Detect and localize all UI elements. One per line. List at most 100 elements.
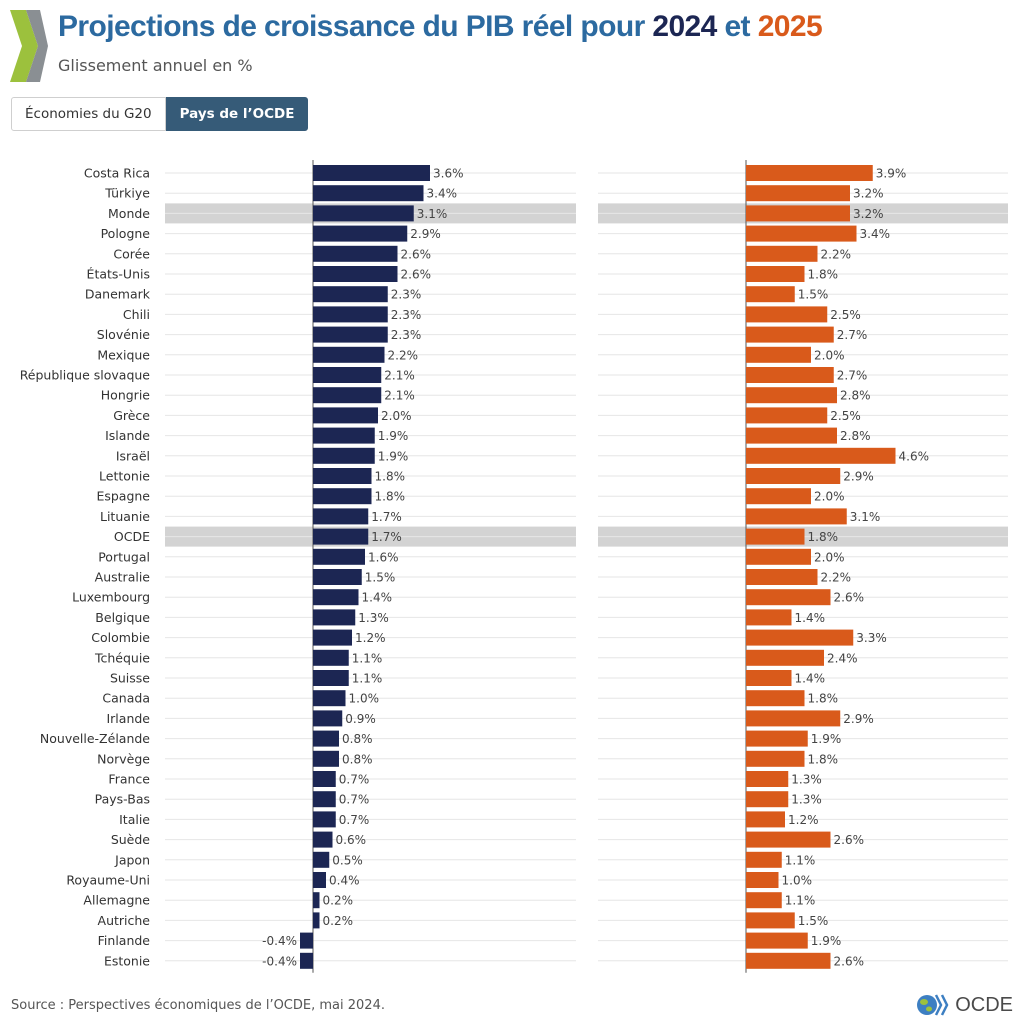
view-tabs: Économies du G20 Pays de l’OCDE [11,97,309,131]
bar-2024[interactable] [313,387,382,404]
bar-2025[interactable] [746,286,795,303]
bar-2024[interactable] [313,508,369,525]
bar-2025[interactable] [746,851,782,868]
bar-2024[interactable] [313,548,365,565]
category-label: Islande [105,428,150,443]
value-label-2024: 1.1% [352,672,383,686]
bar-2024[interactable] [313,306,388,323]
bar-2024[interactable] [313,528,369,545]
bar-2025[interactable] [746,447,896,464]
bar-2024[interactable] [313,851,330,868]
bar-2024[interactable] [313,407,378,424]
bar-2025[interactable] [746,387,837,404]
bar-2025[interactable] [746,932,808,949]
bar-2024[interactable] [313,872,326,888]
value-label-2024: 2.9% [410,227,441,241]
bar-2024[interactable] [313,771,336,787]
bar-2025[interactable] [746,629,854,646]
bar-2025[interactable] [746,872,779,888]
bar-2024[interactable] [313,710,343,727]
bar-2025[interactable] [746,710,841,727]
bar-2025[interactable] [746,245,818,262]
bar-2024[interactable] [313,165,430,181]
tab-g20-economies[interactable]: Économies du G20 [11,97,166,131]
bar-2024[interactable] [313,912,320,929]
bar-2025[interactable] [746,811,785,828]
bar-2025[interactable] [746,508,847,525]
bar-2024[interactable] [313,447,375,464]
bar-2025[interactable] [746,326,834,343]
value-label-2025: 1.4% [795,672,826,686]
bar-2025[interactable] [746,528,805,545]
bar-2024[interactable] [313,205,414,222]
bar-2024[interactable] [313,629,352,646]
bar-2025[interactable] [746,892,782,909]
value-label-2024: 0.2% [323,894,354,908]
bar-2024[interactable] [313,245,398,262]
bar-2025[interactable] [746,306,828,323]
bar-2024[interactable] [300,932,313,949]
tab-oecd-countries[interactable]: Pays de l’OCDE [165,97,309,131]
bar-2025[interactable] [746,407,828,424]
bar-2025[interactable] [746,266,805,282]
bar-2024[interactable] [313,670,349,686]
value-label-2025: 2.9% [843,470,874,484]
bar-2025[interactable] [746,690,805,707]
bar-2025[interactable] [746,165,873,181]
value-label-2025: 2.7% [837,369,868,383]
bar-2024[interactable] [313,649,349,666]
bar-2025[interactable] [746,750,805,767]
category-label: Danemark [85,287,151,302]
category-label: Irlande [106,711,150,726]
bar-2025[interactable] [746,912,795,929]
bar-2024[interactable] [313,266,398,282]
bar-2025[interactable] [746,346,811,363]
bar-2025[interactable] [746,730,808,747]
bar-2025[interactable] [746,185,850,202]
bar-2025[interactable] [746,609,792,626]
bar-2024[interactable] [313,225,408,242]
bar-2024[interactable] [313,286,388,303]
bar-2025[interactable] [746,205,850,222]
value-label-2025: 2.8% [840,389,871,403]
bar-2024[interactable] [313,750,339,767]
bar-2024[interactable] [313,326,388,343]
bar-2024[interactable] [313,730,339,747]
bar-2024[interactable] [313,831,333,848]
bar-2024[interactable] [313,569,362,585]
bar-2025[interactable] [746,649,824,666]
bar-2024[interactable] [313,367,382,383]
bar-2025[interactable] [746,427,837,444]
bar-2024[interactable] [313,609,356,626]
value-label-2025: 1.3% [791,773,822,787]
category-label: OCDE [114,529,150,544]
bar-2024[interactable] [313,346,385,363]
bar-2025[interactable] [746,468,841,484]
bar-2024[interactable] [313,791,336,808]
bar-2024[interactable] [313,185,424,202]
bar-2024[interactable] [313,892,320,909]
bar-2024[interactable] [300,952,313,969]
bar-2024[interactable] [313,488,372,505]
bar-2025[interactable] [746,225,857,242]
bar-2025[interactable] [746,569,818,585]
bar-2024[interactable] [313,427,375,444]
bar-2025[interactable] [746,367,834,383]
value-label-2024: 0.7% [339,773,370,787]
bar-2025[interactable] [746,831,831,848]
bar-2024[interactable] [313,589,359,606]
value-label-2025: 2.6% [834,591,865,605]
bar-2025[interactable] [746,589,831,606]
category-label: Hongrie [101,388,151,403]
bar-2024[interactable] [313,690,346,707]
bar-2025[interactable] [746,952,831,969]
value-label-2024: 1.3% [358,611,389,625]
bar-2025[interactable] [746,771,789,787]
bar-2024[interactable] [313,468,372,484]
value-label-2024: 0.5% [332,853,363,867]
bar-2024[interactable] [313,811,336,828]
bar-2025[interactable] [746,670,792,686]
bar-2025[interactable] [746,488,811,505]
bar-2025[interactable] [746,548,811,565]
bar-2025[interactable] [746,791,789,808]
